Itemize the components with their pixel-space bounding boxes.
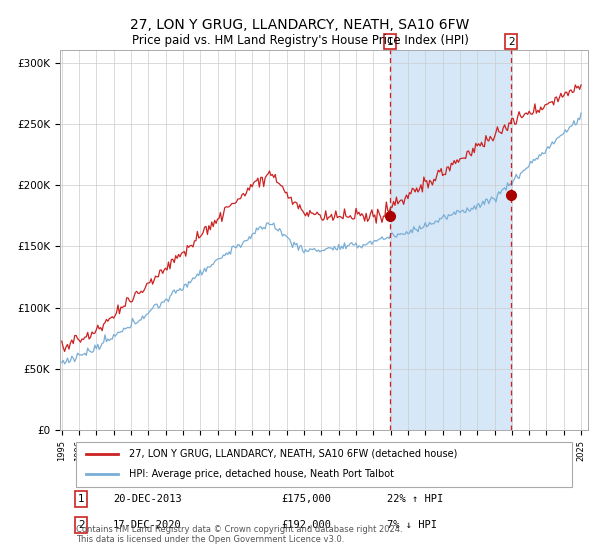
Text: HPI: Average price, detached house, Neath Port Talbot: HPI: Average price, detached house, Neat… [128, 469, 394, 479]
Text: 1: 1 [387, 36, 394, 46]
Text: Contains HM Land Registry data © Crown copyright and database right 2024.
This d: Contains HM Land Registry data © Crown c… [76, 525, 403, 544]
Text: 7% ↓ HPI: 7% ↓ HPI [388, 520, 437, 530]
Text: 27, LON Y GRUG, LLANDARCY, NEATH, SA10 6FW: 27, LON Y GRUG, LLANDARCY, NEATH, SA10 6… [130, 18, 470, 32]
Text: 2: 2 [78, 520, 85, 530]
Text: 17-DEC-2020: 17-DEC-2020 [113, 520, 182, 530]
Text: £192,000: £192,000 [282, 520, 332, 530]
Text: 27, LON Y GRUG, LLANDARCY, NEATH, SA10 6FW (detached house): 27, LON Y GRUG, LLANDARCY, NEATH, SA10 6… [128, 449, 457, 459]
Text: £175,000: £175,000 [282, 494, 332, 504]
Bar [390, 50, 511, 430]
Text: Price paid vs. HM Land Registry's House Price Index (HPI): Price paid vs. HM Land Registry's House … [131, 34, 469, 47]
Text: 20-DEC-2013: 20-DEC-2013 [113, 494, 182, 504]
Text: 22% ↑ HPI: 22% ↑ HPI [388, 494, 443, 504]
Text: 1: 1 [78, 494, 85, 504]
FancyBboxPatch shape [76, 442, 572, 487]
Text: 2: 2 [508, 36, 515, 46]
